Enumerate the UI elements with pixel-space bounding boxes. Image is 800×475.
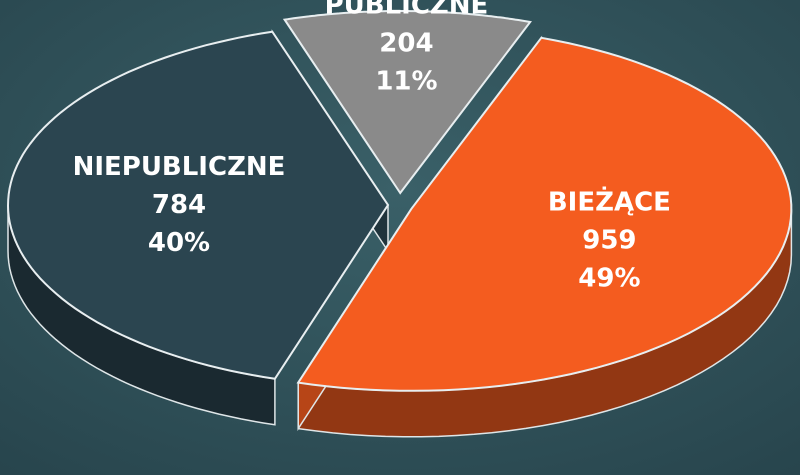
slice-percent: 49% xyxy=(578,263,640,293)
slice-value: 959 xyxy=(582,225,636,255)
slice xyxy=(6,30,390,380)
slice-value: 204 xyxy=(379,28,433,58)
slice-label: PUBLICZNE xyxy=(325,0,489,20)
slice-label: NIEPUBLICZNE xyxy=(73,152,286,182)
slice xyxy=(296,36,793,392)
slice-percent: 40% xyxy=(148,228,210,258)
slice-value: 784 xyxy=(152,190,206,220)
slice-percent: 11% xyxy=(375,66,437,96)
slice-label: BIEŻĄCE xyxy=(548,185,671,217)
slice xyxy=(282,10,532,195)
